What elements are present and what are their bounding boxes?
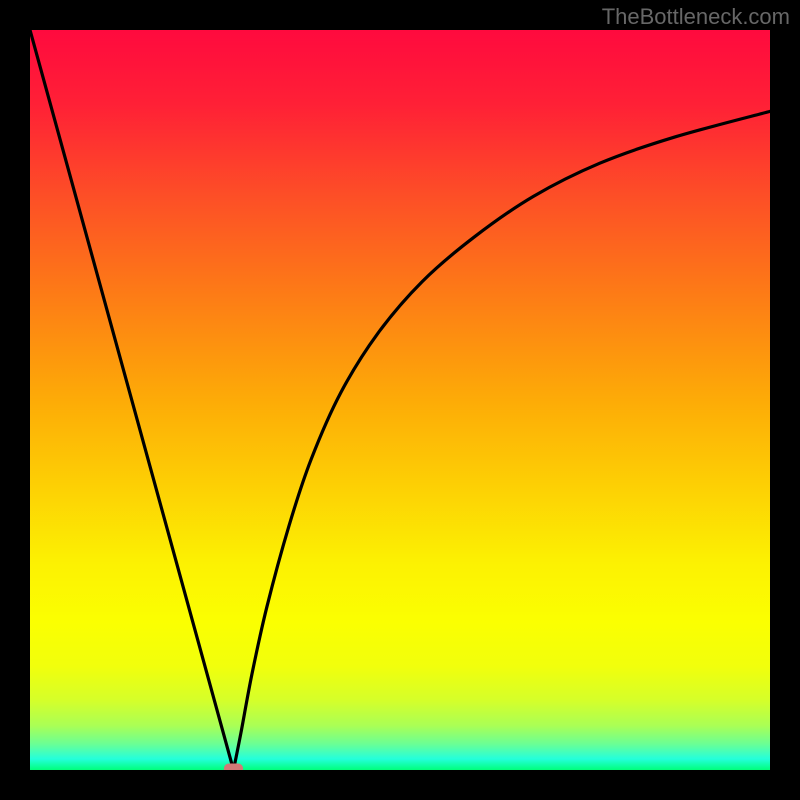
chart-container: TheBottleneck.com	[0, 0, 800, 800]
bottleneck-chart	[0, 0, 800, 800]
watermark-text: TheBottleneck.com	[602, 4, 790, 30]
